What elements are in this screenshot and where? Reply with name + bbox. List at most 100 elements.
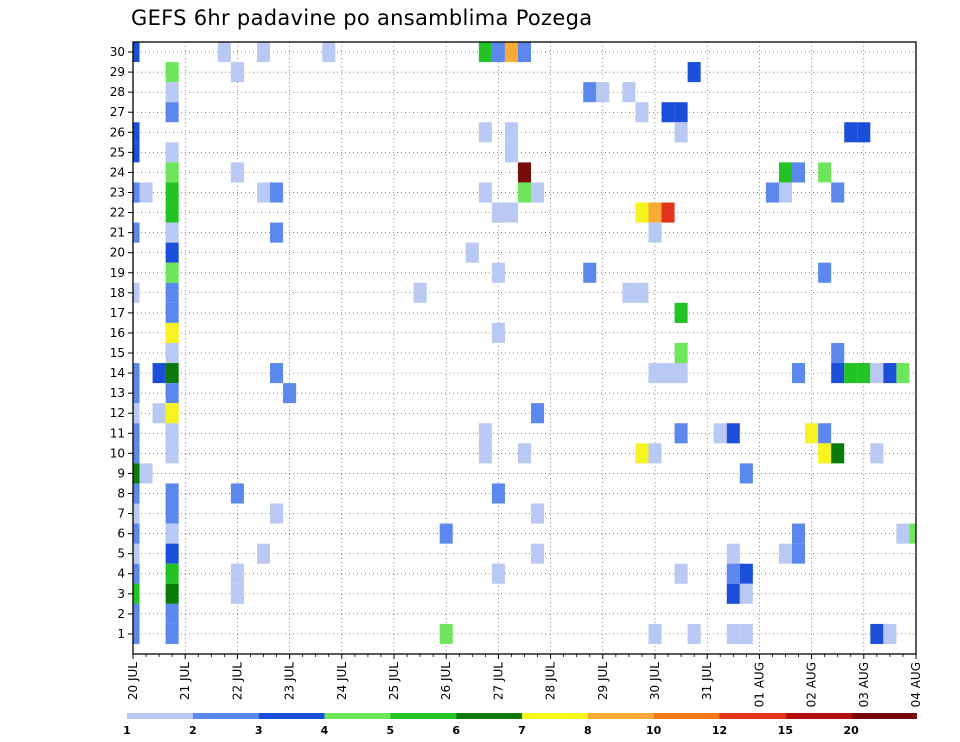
x-tick-label: 20 JUL bbox=[126, 662, 140, 700]
heatmap-cell bbox=[165, 543, 179, 564]
y-tick-label: 17 bbox=[110, 306, 125, 320]
heatmap-cell bbox=[517, 182, 532, 203]
y-tick-label: 4 bbox=[117, 567, 125, 581]
colorbar-segment bbox=[456, 713, 522, 719]
colorbar-label: 20 bbox=[844, 724, 860, 737]
y-tick-label: 15 bbox=[110, 346, 125, 360]
heatmap-cell bbox=[531, 543, 545, 564]
heatmap-cell bbox=[648, 222, 662, 243]
heatmap-cell bbox=[687, 62, 701, 83]
heatmap-cell bbox=[531, 403, 545, 424]
heatmap-cell bbox=[165, 182, 179, 203]
y-tick-label: 13 bbox=[110, 386, 125, 400]
heatmap-cell bbox=[622, 282, 636, 303]
heatmap-cell bbox=[674, 363, 688, 384]
heatmap-cell bbox=[531, 503, 545, 524]
heatmap-cell bbox=[133, 282, 140, 303]
heatmap-cell bbox=[504, 42, 518, 63]
heatmap-cell bbox=[256, 42, 271, 63]
heatmap-cell bbox=[165, 322, 179, 343]
x-tick-label: 28 JUL bbox=[544, 662, 558, 700]
heatmap-cell bbox=[165, 342, 179, 364]
heatmap-cell bbox=[322, 42, 336, 63]
heatmap-cell bbox=[478, 443, 492, 464]
x-tick-label: 24 JUL bbox=[335, 662, 349, 700]
heatmap-cell bbox=[491, 563, 505, 584]
heatmap-cell bbox=[726, 543, 740, 564]
heatmap-cell bbox=[739, 563, 753, 584]
y-tick-label: 11 bbox=[110, 426, 125, 440]
heatmap-cell bbox=[857, 363, 871, 384]
heatmap-cell bbox=[674, 423, 688, 444]
y-tick-label: 18 bbox=[110, 286, 125, 300]
heatmap-cell bbox=[726, 423, 740, 444]
heatmap-cell bbox=[778, 543, 793, 564]
heatmap-cell bbox=[270, 182, 284, 203]
heatmap-cell bbox=[270, 222, 284, 243]
colorbar-label: 12 bbox=[712, 724, 727, 737]
heatmap-cell bbox=[152, 403, 166, 424]
heatmap-cell bbox=[165, 383, 179, 404]
heatmap-cell bbox=[818, 443, 832, 464]
heatmap-cell bbox=[648, 363, 662, 384]
heatmap-cell bbox=[133, 222, 140, 243]
heatmap-cell bbox=[818, 423, 832, 444]
x-tick-label: 23 JUL bbox=[283, 662, 297, 700]
heatmap-cell bbox=[739, 463, 753, 484]
heatmap-cell bbox=[726, 623, 740, 644]
heatmap-cell bbox=[517, 42, 532, 63]
x-tick-label: 29 JUL bbox=[596, 662, 610, 700]
heatmap-cell bbox=[165, 483, 179, 504]
colorbar-segment bbox=[785, 713, 852, 719]
y-tick-label: 2 bbox=[117, 607, 125, 621]
heatmap-cell bbox=[133, 182, 140, 203]
heatmap-cell bbox=[517, 162, 532, 183]
heatmap-cell bbox=[831, 342, 845, 364]
y-tick-label: 27 bbox=[110, 105, 125, 119]
colorbar-segment bbox=[851, 713, 917, 719]
x-tick-label: 21 JUL bbox=[178, 662, 192, 700]
heatmap-cell bbox=[270, 503, 284, 524]
colorbar-label: 7 bbox=[518, 724, 526, 737]
heatmap-cell bbox=[165, 262, 179, 283]
heatmap-cell bbox=[831, 182, 845, 203]
heatmap-cell bbox=[165, 603, 179, 624]
heatmap-cell bbox=[635, 102, 649, 123]
heatmap-cell bbox=[792, 162, 806, 183]
y-tick-label: 25 bbox=[110, 145, 125, 159]
x-tick-label: 27 JUL bbox=[491, 662, 505, 700]
colorbar-label: 6 bbox=[452, 724, 460, 737]
heatmap-cell bbox=[133, 623, 140, 644]
heatmap-cell bbox=[133, 603, 140, 624]
heatmap-cell bbox=[491, 262, 505, 283]
heatmap-cell bbox=[230, 583, 244, 604]
y-tick-label: 12 bbox=[110, 406, 125, 420]
x-tick-label: 22 JUL bbox=[230, 662, 244, 700]
heatmap-cell bbox=[439, 523, 453, 544]
y-tick-label: 5 bbox=[117, 547, 125, 561]
heatmap-cell bbox=[230, 62, 244, 83]
heatmap-cell bbox=[165, 443, 179, 464]
heatmap-cell bbox=[635, 282, 649, 303]
colorbar-label: 4 bbox=[321, 724, 329, 737]
heatmap-cell bbox=[583, 82, 597, 103]
heatmap-cell bbox=[133, 122, 140, 143]
colorbar-segment bbox=[587, 713, 654, 719]
colorbar-segment bbox=[653, 713, 720, 719]
heatmap-cell bbox=[270, 363, 284, 384]
heatmap-cell bbox=[504, 202, 518, 223]
heatmap-cell bbox=[909, 523, 916, 544]
heatmap-cell bbox=[165, 62, 179, 83]
colorbar-segment bbox=[324, 713, 391, 719]
heatmap-cell bbox=[165, 363, 179, 384]
heatmap-cell bbox=[687, 623, 701, 644]
heatmap-cell bbox=[831, 363, 845, 384]
colorbar-segment bbox=[192, 713, 259, 719]
heatmap-cell bbox=[635, 443, 649, 464]
heatmap-cell bbox=[870, 363, 884, 384]
colorbar-segment bbox=[258, 713, 325, 719]
x-tick-label: 02 AUG bbox=[805, 662, 819, 707]
heatmap-cell bbox=[133, 463, 140, 484]
heatmap-cell bbox=[857, 122, 871, 143]
colorbar-segment bbox=[127, 713, 193, 719]
